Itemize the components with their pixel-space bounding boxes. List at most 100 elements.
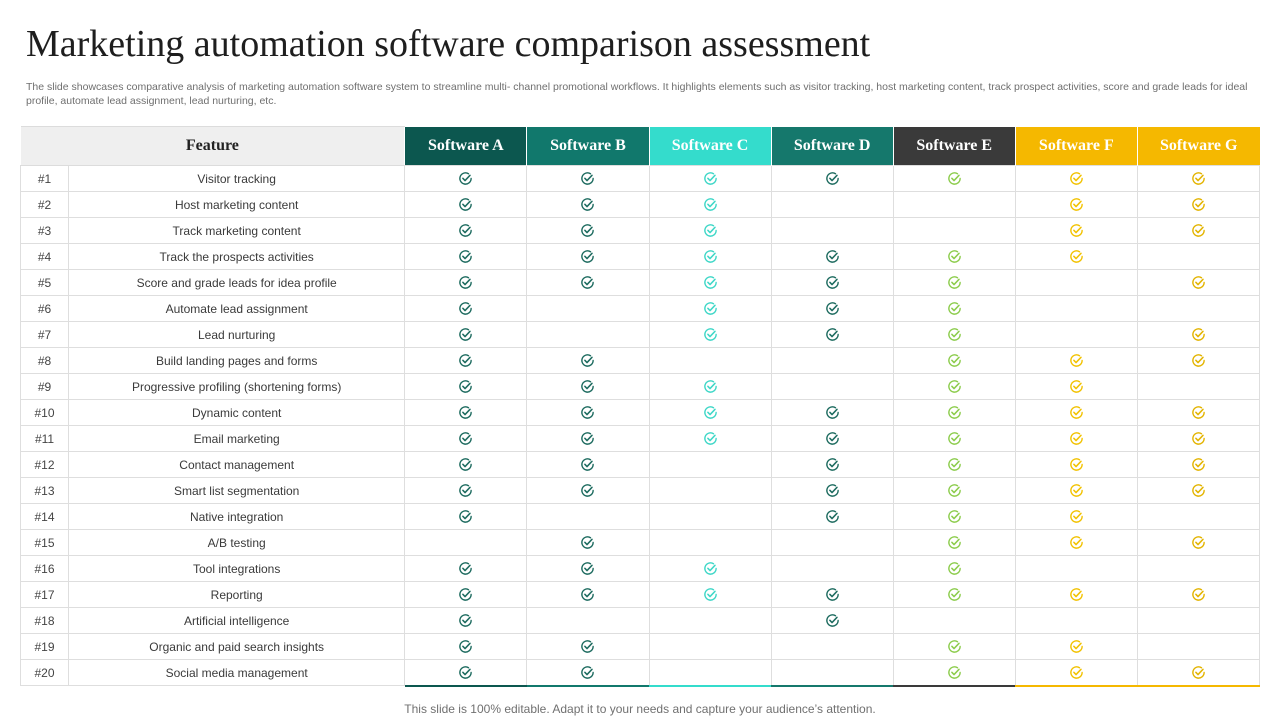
- check-circle-icon: [947, 431, 962, 446]
- feature-check-cell: [526, 243, 650, 270]
- check-circle-icon: [1069, 249, 1084, 264]
- feature-check-cell: [526, 269, 650, 296]
- check-circle-icon: [1191, 275, 1206, 290]
- feature-check-cell: [1136, 659, 1261, 686]
- check-circle-icon: [947, 275, 962, 290]
- feature-check-cell: [892, 165, 1016, 192]
- feature-check-cell: [1014, 399, 1138, 426]
- check-circle-icon: [1069, 535, 1084, 550]
- check-circle-icon: [458, 613, 473, 628]
- feature-check-cell: [1136, 529, 1261, 556]
- software-column-header: Software D: [770, 126, 894, 166]
- feature-check-cell: [648, 243, 772, 270]
- row-number: #9: [19, 373, 70, 400]
- feature-check-cell: [526, 659, 650, 686]
- feature-check-cell: [770, 503, 894, 530]
- check-circle-icon: [1191, 457, 1206, 472]
- feature-check-cell: [770, 165, 894, 192]
- feature-check-cell: [770, 451, 894, 478]
- check-circle-icon: [947, 249, 962, 264]
- check-circle-icon: [825, 587, 840, 602]
- software-column-header: Software E: [892, 126, 1016, 166]
- feature-name: Score and grade leads for idea profile: [68, 269, 406, 296]
- feature-check-cell: [1014, 425, 1138, 452]
- check-circle-icon: [703, 561, 718, 576]
- feature-check-cell: [648, 477, 772, 504]
- feature-check-cell: [526, 373, 650, 400]
- feature-check-cell: [648, 165, 772, 192]
- check-circle-icon: [580, 379, 595, 394]
- feature-check-cell: [404, 399, 528, 426]
- check-circle-icon: [1191, 587, 1206, 602]
- slide-footer: This slide is 100% editable. Adapt it to…: [404, 702, 876, 716]
- feature-check-cell: [648, 191, 772, 218]
- feature-check-cell: [648, 633, 772, 660]
- check-circle-icon: [1069, 457, 1084, 472]
- table-row: #10 Dynamic content: [19, 399, 1261, 426]
- check-circle-icon: [703, 249, 718, 264]
- check-circle-icon: [1191, 535, 1206, 550]
- feature-name: Progressive profiling (shortening forms): [68, 373, 406, 400]
- feature-check-cell: [526, 581, 650, 608]
- check-circle-icon: [1069, 587, 1084, 602]
- feature-check-cell: [892, 477, 1016, 504]
- feature-check-cell: [1136, 477, 1261, 504]
- feature-name: Host marketing content: [68, 191, 406, 218]
- feature-name: Build landing pages and forms: [68, 347, 406, 374]
- check-circle-icon: [703, 587, 718, 602]
- feature-check-cell: [1014, 321, 1138, 348]
- feature-check-cell: [1136, 191, 1261, 218]
- check-circle-icon: [947, 171, 962, 186]
- table-body: #1 Visitor tracking #2 Host marketing conte…: [19, 165, 1261, 686]
- feature-check-cell: [1014, 269, 1138, 296]
- check-circle-icon: [580, 665, 595, 680]
- check-circle-icon: [580, 223, 595, 238]
- feature-check-cell: [770, 217, 894, 244]
- feature-check-cell: [770, 633, 894, 660]
- check-circle-icon: [825, 275, 840, 290]
- feature-check-cell: [892, 633, 1016, 660]
- feature-check-cell: [526, 165, 650, 192]
- feature-check-cell: [1014, 347, 1138, 374]
- feature-check-cell: [648, 659, 772, 686]
- feature-check-cell: [1136, 425, 1261, 452]
- feature-name: Automate lead assignment: [68, 295, 406, 322]
- feature-name: Tool integrations: [68, 555, 406, 582]
- feature-check-cell: [648, 295, 772, 322]
- feature-check-cell: [526, 399, 650, 426]
- feature-check-cell: [1014, 243, 1138, 270]
- feature-check-cell: [770, 659, 894, 686]
- column-accent-bar: [1137, 685, 1260, 687]
- feature-check-cell: [404, 191, 528, 218]
- feature-check-cell: [1136, 633, 1261, 660]
- feature-check-cell: [1136, 321, 1261, 348]
- check-circle-icon: [1069, 509, 1084, 524]
- table-row: #4 Track the prospects activities: [19, 243, 1261, 270]
- check-circle-icon: [947, 327, 962, 342]
- table-row: #15 A/B testing: [19, 529, 1261, 556]
- check-circle-icon: [458, 561, 473, 576]
- check-circle-icon: [825, 171, 840, 186]
- check-circle-icon: [947, 301, 962, 316]
- row-number: #17: [19, 581, 70, 608]
- feature-check-cell: [1014, 295, 1138, 322]
- feature-check-cell: [1014, 191, 1138, 218]
- check-circle-icon: [1191, 171, 1206, 186]
- feature-check-cell: [892, 607, 1016, 634]
- feature-check-cell: [770, 373, 894, 400]
- feature-check-cell: [892, 529, 1016, 556]
- check-circle-icon: [458, 431, 473, 446]
- feature-check-cell: [892, 451, 1016, 478]
- check-circle-icon: [947, 353, 962, 368]
- feature-name: Native integration: [68, 503, 406, 530]
- slide-subtitle: The slide showcases comparative analysis…: [26, 81, 1248, 107]
- row-number: #2: [19, 191, 70, 218]
- check-circle-icon: [1191, 483, 1206, 498]
- feature-check-cell: [404, 269, 528, 296]
- feature-check-cell: [526, 607, 650, 634]
- software-column-header: Software G: [1136, 126, 1260, 166]
- feature-check-cell: [770, 529, 894, 556]
- row-number: #18: [19, 607, 70, 634]
- check-circle-icon: [1069, 665, 1084, 680]
- feature-check-cell: [1014, 659, 1138, 686]
